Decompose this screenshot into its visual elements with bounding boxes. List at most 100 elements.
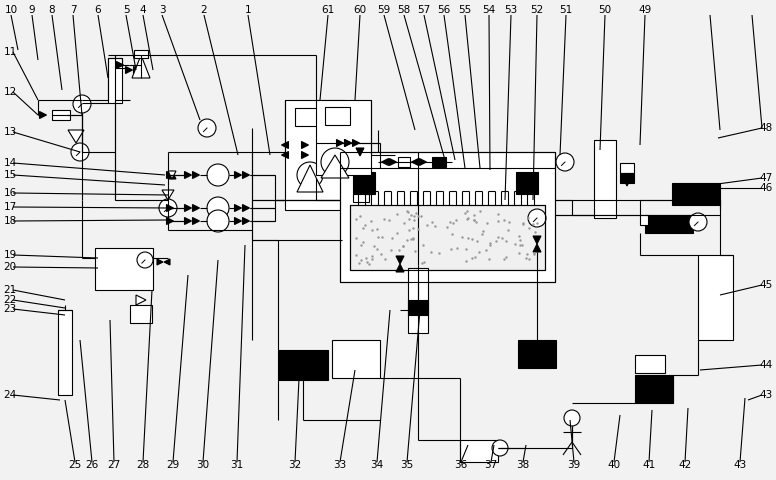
Bar <box>398 157 410 167</box>
Text: 49: 49 <box>639 5 652 15</box>
Bar <box>52 110 70 120</box>
Polygon shape <box>242 171 250 179</box>
Text: 18: 18 <box>3 216 16 226</box>
Text: 51: 51 <box>559 5 573 15</box>
Circle shape <box>207 197 229 219</box>
Text: 56: 56 <box>438 5 451 15</box>
Text: 60: 60 <box>353 5 366 15</box>
Text: 21: 21 <box>3 285 16 295</box>
Polygon shape <box>390 158 397 166</box>
Bar <box>698 255 733 340</box>
Polygon shape <box>242 217 250 225</box>
Polygon shape <box>411 158 418 166</box>
Bar <box>108 58 122 103</box>
Bar <box>353 172 375 194</box>
Polygon shape <box>192 204 199 212</box>
Text: 39: 39 <box>567 460 580 470</box>
Polygon shape <box>164 259 170 265</box>
Text: 2: 2 <box>201 5 207 15</box>
Polygon shape <box>356 148 364 156</box>
Polygon shape <box>234 171 241 179</box>
Polygon shape <box>234 204 241 212</box>
Circle shape <box>492 440 508 456</box>
Circle shape <box>207 164 229 186</box>
Circle shape <box>159 199 177 217</box>
Polygon shape <box>297 165 323 192</box>
Polygon shape <box>185 204 192 212</box>
Text: 4: 4 <box>140 5 147 15</box>
Bar <box>340 152 555 282</box>
Polygon shape <box>132 55 150 78</box>
Polygon shape <box>282 142 289 148</box>
Text: 58: 58 <box>397 5 411 15</box>
Polygon shape <box>396 264 404 272</box>
Text: 26: 26 <box>85 460 99 470</box>
Polygon shape <box>167 204 174 212</box>
Polygon shape <box>192 171 199 179</box>
Polygon shape <box>302 142 309 148</box>
Polygon shape <box>234 217 241 225</box>
Text: 23: 23 <box>3 304 16 314</box>
Bar <box>635 375 673 403</box>
Bar <box>325 107 350 125</box>
Circle shape <box>689 213 707 231</box>
Bar <box>316 100 371 175</box>
Polygon shape <box>352 140 359 146</box>
Text: 16: 16 <box>3 188 16 198</box>
Polygon shape <box>420 158 427 166</box>
Text: 5: 5 <box>123 5 130 15</box>
Text: 46: 46 <box>760 183 773 193</box>
Text: 20: 20 <box>3 262 16 272</box>
Polygon shape <box>302 152 309 158</box>
Polygon shape <box>624 180 630 186</box>
Bar <box>518 340 556 368</box>
Text: 22: 22 <box>3 295 16 305</box>
Text: 29: 29 <box>166 460 179 470</box>
Bar <box>432 157 446 167</box>
Polygon shape <box>345 140 352 146</box>
Bar <box>635 355 665 373</box>
Polygon shape <box>157 259 163 265</box>
Bar <box>285 100 345 210</box>
Text: 40: 40 <box>608 460 621 470</box>
Polygon shape <box>68 130 84 143</box>
Text: 57: 57 <box>417 5 431 15</box>
Polygon shape <box>40 111 47 119</box>
Polygon shape <box>192 217 199 225</box>
Text: 53: 53 <box>504 5 518 15</box>
Text: 50: 50 <box>598 5 611 15</box>
Bar <box>350 205 545 270</box>
Text: 37: 37 <box>484 460 497 470</box>
Polygon shape <box>396 256 404 264</box>
Circle shape <box>556 153 574 171</box>
Text: 10: 10 <box>5 5 18 15</box>
Polygon shape <box>116 61 123 69</box>
Polygon shape <box>533 244 541 252</box>
Polygon shape <box>136 295 146 305</box>
Circle shape <box>297 162 323 188</box>
Bar <box>332 340 380 378</box>
Text: 27: 27 <box>107 460 120 470</box>
Text: 6: 6 <box>95 5 102 15</box>
Text: 41: 41 <box>643 460 656 470</box>
Text: 8: 8 <box>49 5 55 15</box>
Text: 47: 47 <box>760 173 773 183</box>
Bar <box>353 194 369 202</box>
Circle shape <box>564 410 580 426</box>
Text: 17: 17 <box>3 202 16 212</box>
Text: 31: 31 <box>230 460 244 470</box>
Bar <box>620 163 634 173</box>
Text: 28: 28 <box>137 460 150 470</box>
Text: 55: 55 <box>459 5 472 15</box>
Text: 35: 35 <box>400 460 414 470</box>
Bar <box>672 183 720 205</box>
Text: 7: 7 <box>70 5 76 15</box>
Polygon shape <box>242 204 250 212</box>
Polygon shape <box>162 190 174 200</box>
Text: 48: 48 <box>760 123 773 133</box>
Polygon shape <box>321 155 349 178</box>
Polygon shape <box>185 171 192 179</box>
Bar <box>95 248 153 290</box>
Polygon shape <box>345 140 352 146</box>
Circle shape <box>198 119 216 137</box>
